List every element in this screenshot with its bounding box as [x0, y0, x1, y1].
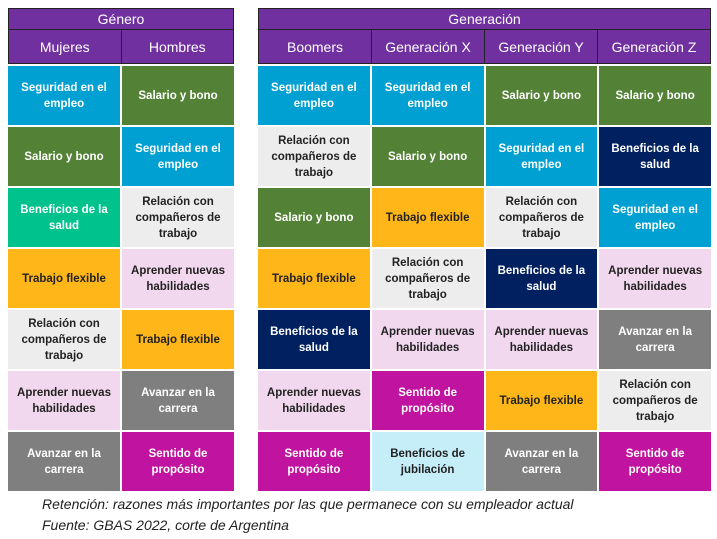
reason-cell: Seguridad en el empleo — [8, 66, 120, 125]
reason-cell: Trabajo flexible — [122, 310, 234, 369]
reason-cell: Salario y bono — [8, 127, 120, 186]
reason-cell: Seguridad en el empleo — [258, 66, 370, 125]
generacion-grid: Seguridad en el empleo Seguridad en el em… — [258, 66, 711, 491]
reason-cell: Aprender nuevas habilidades — [485, 310, 598, 369]
caption-retention: Retención: razones más importantes por l… — [42, 496, 574, 512]
reason-cell: Beneficios de jubilación — [371, 432, 484, 491]
genero-headers: Mujeres Hombres — [8, 30, 234, 64]
reason-cell: Avanzar en la carrera — [599, 310, 711, 369]
generacion-table: Generación Boomers Generación X Generación… — [258, 8, 711, 491]
column-header: Hombres — [121, 30, 233, 63]
genero-table: Género Mujeres Hombres Seguridad en el em… — [8, 8, 234, 491]
reason-cell: Salario y bono — [599, 66, 711, 125]
reason-cell: Trabajo flexible — [371, 188, 484, 247]
reason-cell: Seguridad en el empleo — [485, 127, 598, 186]
genero-title: Género — [8, 8, 234, 30]
generacion-title: Generación — [258, 8, 711, 30]
reason-cell: Trabajo flexible — [258, 249, 370, 308]
reason-cell: Trabajo flexible — [8, 249, 120, 308]
reason-cell: Salario y bono — [122, 66, 234, 125]
reason-cell: Beneficios de la salud — [485, 249, 598, 308]
reason-cell: Beneficios de la salud — [8, 188, 120, 247]
column-header: Mujeres — [9, 30, 122, 63]
column-header: Generación X — [372, 30, 485, 63]
column-header: Generación Y — [485, 30, 598, 63]
generacion-headers: Boomers Generación X Generación Y Generació… — [258, 30, 711, 64]
reason-cell: Aprender nuevas habilidades — [371, 310, 484, 369]
column-header: Generación Z — [598, 30, 710, 63]
reason-cell: Sentido de propósito — [258, 432, 370, 491]
reason-cell: Aprender nuevas habilidades — [122, 249, 234, 308]
reason-cell: Relación con compañeros de trabajo — [122, 188, 234, 247]
reason-cell: Seguridad en el empleo — [599, 188, 711, 247]
reason-cell: Relación con compañeros de trabajo — [371, 249, 484, 308]
reason-cell: Seguridad en el empleo — [122, 127, 234, 186]
reason-cell: Aprender nuevas habilidades — [599, 249, 711, 308]
reason-cell: Sentido de propósito — [122, 432, 234, 491]
reason-cell: Relación con compañeros de trabajo — [8, 310, 120, 369]
column-header: Boomers — [259, 30, 372, 63]
reason-cell: Trabajo flexible — [485, 371, 598, 430]
reason-cell: Sentido de propósito — [371, 371, 484, 430]
reason-cell: Beneficios de la salud — [599, 127, 711, 186]
reason-cell: Avanzar en la carrera — [122, 371, 234, 430]
reason-cell: Aprender nuevas habilidades — [258, 371, 370, 430]
reason-cell: Salario y bono — [258, 188, 370, 247]
genero-grid: Seguridad en el empleo Salario y bono Sala… — [8, 66, 234, 491]
reason-cell: Relación con compañeros de trabajo — [258, 127, 370, 186]
caption-source: Fuente: GBAS 2022, corte de Argentina — [42, 517, 289, 533]
reason-cell: Avanzar en la carrera — [485, 432, 598, 491]
reason-cell: Salario y bono — [485, 66, 598, 125]
reason-cell: Beneficios de la salud — [258, 310, 370, 369]
reason-cell: Relación con compañeros de trabajo — [485, 188, 598, 247]
reason-cell: Avanzar en la carrera — [8, 432, 120, 491]
reason-cell: Seguridad en el empleo — [371, 66, 484, 125]
reason-cell: Sentido de propósito — [599, 432, 711, 491]
reason-cell: Aprender nuevas habilidades — [8, 371, 120, 430]
reason-cell: Salario y bono — [371, 127, 484, 186]
reason-cell: Relación con compañeros de trabajo — [599, 371, 711, 430]
